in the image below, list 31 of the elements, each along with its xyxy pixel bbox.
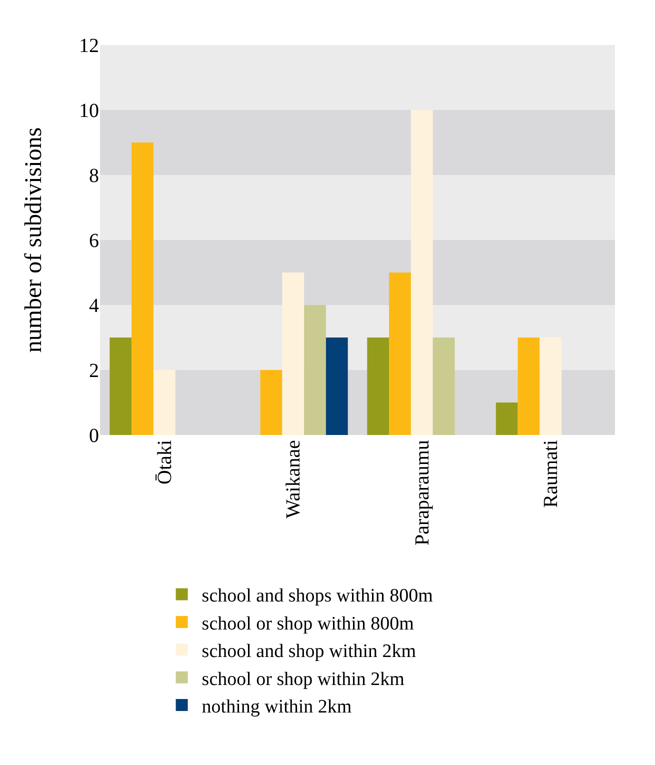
legend-label: school and shops within 800m [202,586,434,607]
bar [110,338,132,435]
x-tick-label: Waikanae [282,440,305,518]
y-tick-label: 0 [89,425,99,447]
bar [518,338,540,435]
y-tick-label: 8 [89,165,99,187]
bar [540,338,562,435]
y-tick-label: 2 [89,360,99,382]
bar [367,338,390,435]
legend-label: school or shop within 800m [202,613,414,634]
bar [132,142,154,435]
y-tick-label: 6 [89,230,99,252]
bar [389,272,411,435]
y-tick-label: 4 [89,295,99,317]
bar [304,305,326,435]
bar [496,402,518,435]
bar [260,370,282,435]
x-tick-label: Paraparaumu [411,440,434,546]
bar [153,370,176,435]
legend-label: nothing within 2km [202,696,352,718]
x-tick-label: Ōtaki [154,440,176,484]
legend-label: school and shop within 2km [202,641,416,662]
x-tick-label: Raumati [540,440,562,508]
bar [432,338,455,435]
bar [282,272,304,435]
y-tick-label: 12 [79,35,99,57]
bar [410,110,433,435]
y-tick-label: 10 [79,100,99,122]
bar [326,338,348,435]
legend-label: school or shop within 2km [202,668,405,690]
y-axis-title: number of subdivisions [21,127,48,353]
